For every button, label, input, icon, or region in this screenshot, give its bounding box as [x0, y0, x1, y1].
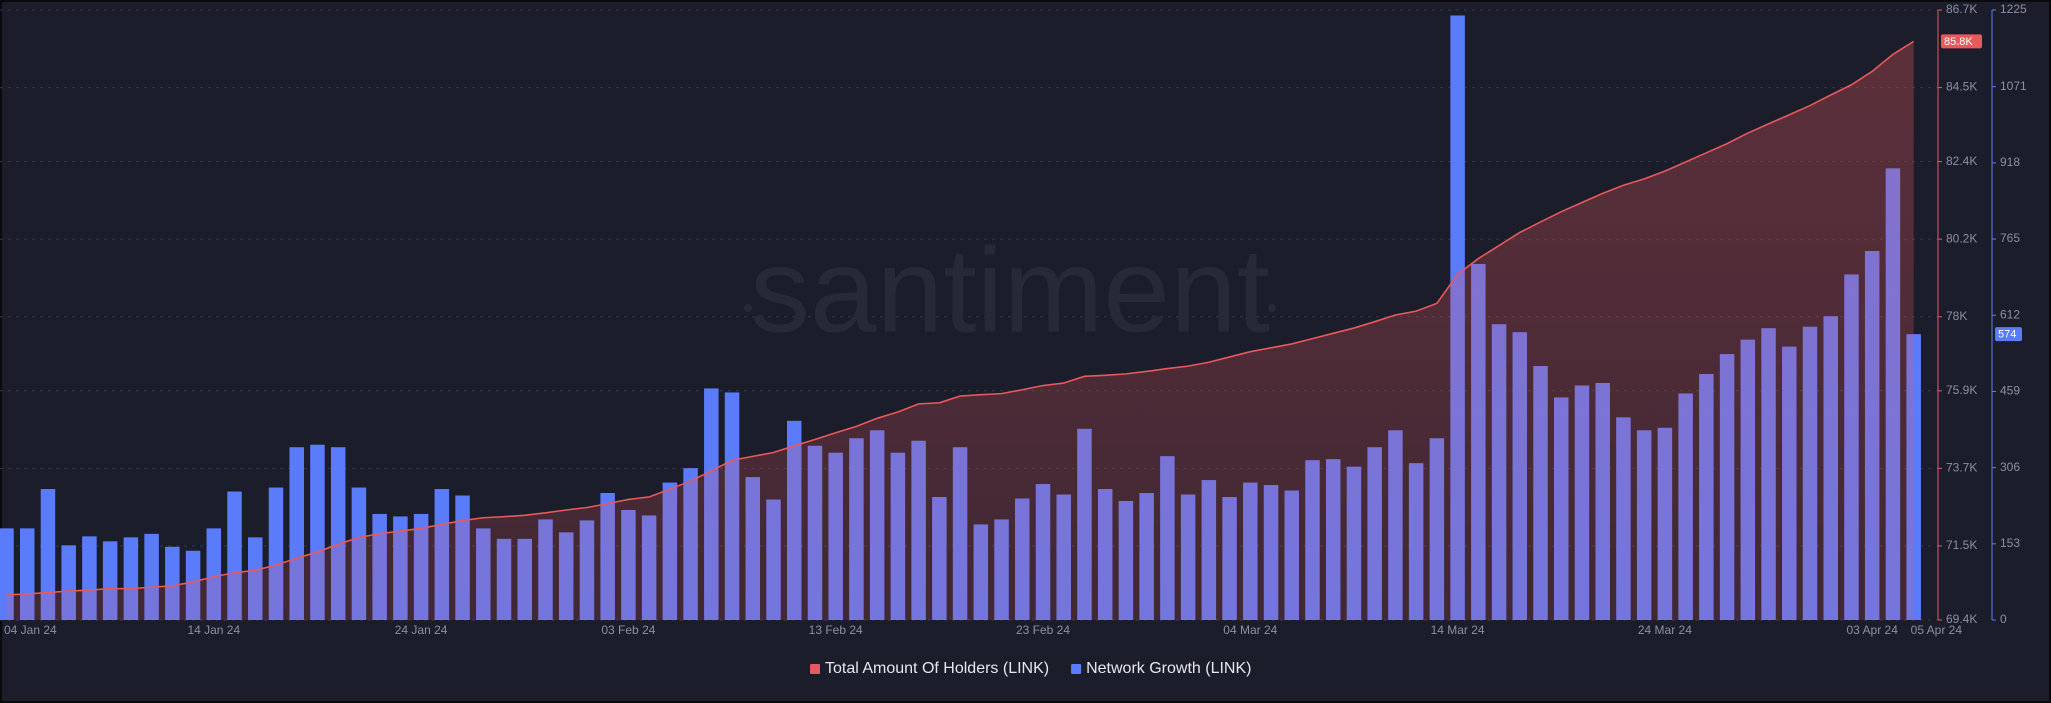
y2-tick-label: 765 — [2000, 231, 2020, 245]
y-tick-label: 82.4K — [1946, 154, 1977, 168]
y2-tick-label: 1071 — [2000, 79, 2027, 93]
x-tick-label: 23 Feb 24 — [1016, 623, 1070, 637]
x-tick-label: 03 Apr 24 — [1847, 623, 1899, 637]
x-tick-label: 04 Mar 24 — [1223, 623, 1277, 637]
legend-swatch — [810, 664, 820, 674]
y-tick-label: 84.5K — [1946, 80, 1977, 94]
value-label: 574 — [1998, 329, 2016, 341]
line — [6, 40, 1915, 596]
y2-tick-label: 459 — [2000, 384, 2020, 398]
y-tick-label: 80.2K — [1946, 231, 1977, 245]
y2-tick-label: 918 — [2000, 155, 2020, 169]
y2-tick-label: 1225 — [2000, 2, 2027, 16]
y2-tick-label: 612 — [2000, 307, 2020, 321]
y-tick-label: 86.7K — [1946, 2, 1977, 16]
y2-tick-label: 306 — [2000, 460, 2020, 474]
value-badge — [1995, 327, 2022, 342]
y-tick-label: 78K — [1946, 309, 1967, 323]
y-tick-label: 75.9K — [1946, 383, 1977, 397]
y-tick-label: 73.7K — [1946, 461, 1977, 475]
y-tick-label: 71.5K — [1946, 538, 1977, 552]
watermark-dot — [1268, 304, 1276, 312]
bar — [40, 489, 56, 620]
legend-swatch — [1071, 664, 1082, 674]
value-badge — [1941, 34, 1982, 49]
x-tick-label: 05 Apr 24 — [1911, 623, 1963, 637]
y-tick-label: 69.4K — [1946, 612, 1977, 626]
legend-label: Network Growth (LINK) — [1086, 660, 1251, 677]
x-tick-label: 14 Jan 24 — [187, 623, 240, 637]
value-label: 85.8K — [1944, 36, 1973, 48]
x-tick-label: 24 Mar 24 — [1638, 623, 1692, 637]
x-tick-label: 14 Mar 24 — [1431, 623, 1485, 637]
legend-label: Total Amount Of Holders (LINK) — [825, 660, 1049, 677]
x-tick-label: 04 Jan 24 — [4, 623, 57, 637]
y2-tick-label: 153 — [2000, 536, 2020, 550]
x-tick-label: 03 Feb 24 — [601, 623, 655, 637]
watermark-dot — [744, 304, 752, 312]
y2-tick-label: 0 — [2000, 612, 2007, 626]
x-tick-label: 24 Jan 24 — [395, 623, 448, 637]
watermark: santiment — [750, 224, 1270, 358]
area — [6, 41, 1914, 620]
x-tick-label: 13 Feb 24 — [809, 623, 863, 637]
